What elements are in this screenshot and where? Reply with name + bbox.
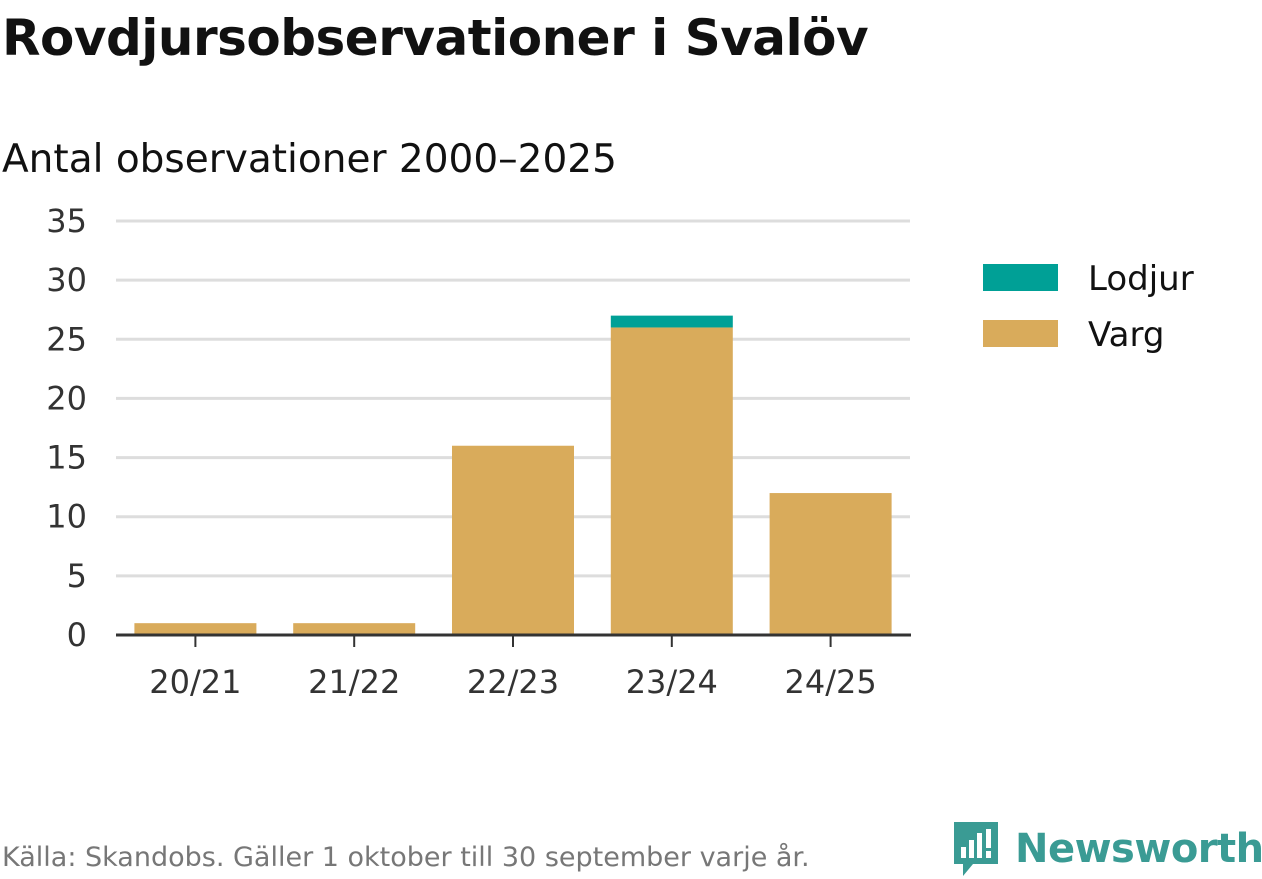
y-tick-label: 25	[46, 320, 87, 358]
legend-label-varg: Varg	[1088, 315, 1164, 355]
axes: 0 5 10 15 20 25 30 35 20/21 21/22 22/23 23/24 24/25	[46, 202, 911, 701]
legend-swatch-varg	[983, 320, 1058, 347]
legend: Lodjur Varg	[983, 259, 1194, 355]
bar-lodjur-23-24	[610, 315, 733, 328]
chart-subtitle: Antal observationer 2000–2025	[2, 137, 617, 182]
y-tick-label: 35	[46, 202, 87, 240]
y-tick-label: 10	[46, 498, 87, 536]
x-tick-label: 20/21	[149, 663, 241, 701]
bar-varg-24-25	[769, 493, 892, 635]
legend-label-lodjur: Lodjur	[1088, 259, 1194, 299]
chart-title: Rovdjursobservationer i Svalöv	[2, 9, 869, 67]
y-tick-label: 20	[46, 379, 87, 417]
y-tick-label: 0	[67, 616, 87, 654]
bar-varg-22-23	[452, 445, 574, 635]
bar-varg-23-24	[610, 327, 733, 635]
legend-swatch-lodjur	[983, 264, 1058, 291]
newsworthy-logo-icon	[954, 822, 998, 876]
newsworthy-logo[interactable]: Newsworthy	[951, 818, 1262, 879]
x-tick-label: 24/25	[784, 663, 876, 701]
bar-varg-21-22	[293, 623, 416, 635]
x-tick-label: 22/23	[467, 663, 559, 701]
y-tick-label: 5	[67, 557, 87, 595]
x-tick-label: 21/22	[308, 663, 400, 701]
source-note: Källa: Skandobs. Gäller 1 oktober till 3…	[2, 842, 810, 873]
newsworthy-logo-text: Newsworthy	[1015, 826, 1262, 872]
y-tick-label: 30	[46, 261, 87, 299]
bar-varg-20-21	[134, 623, 257, 635]
x-tick-label: 23/24	[626, 663, 718, 701]
bars	[134, 315, 892, 635]
y-tick-label: 15	[46, 439, 87, 477]
